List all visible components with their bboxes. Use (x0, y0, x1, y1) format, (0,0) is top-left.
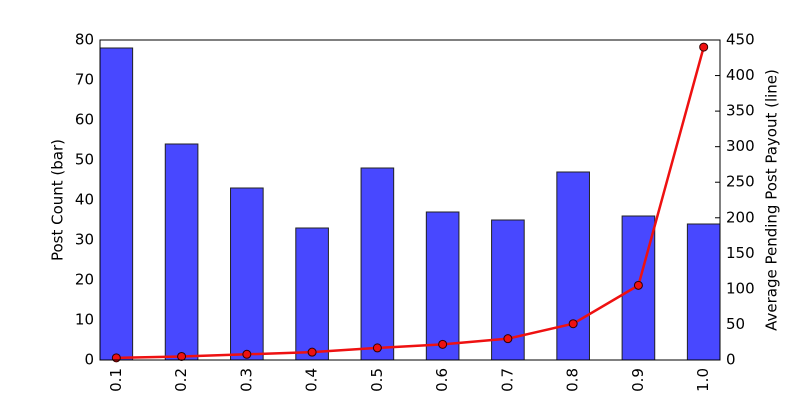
y2-tick-label: 50 (726, 315, 745, 333)
y2-tick-label: 450 (726, 31, 755, 49)
y-tick-label: 0 (84, 351, 94, 369)
x-tick-label: 1.0 (694, 368, 712, 392)
bar (425, 211, 460, 361)
line-marker (568, 319, 578, 329)
y-tick-label: 70 (75, 71, 94, 89)
x-tick-label: 0.2 (172, 368, 190, 392)
line-marker (633, 280, 643, 290)
line-marker (307, 347, 317, 357)
y2-tick-label: 300 (726, 137, 755, 155)
x-tick-label: 0.6 (433, 368, 451, 392)
bar (686, 223, 721, 361)
bar (230, 187, 264, 361)
y2-tick-label: 0 (726, 351, 736, 369)
line-marker (503, 334, 513, 344)
line-marker (242, 349, 252, 359)
x-tick-label: 0.1 (107, 368, 125, 392)
y-tick-label: 50 (75, 151, 94, 169)
y-tick-label: 80 (75, 31, 94, 49)
x-tick-label: 0.4 (303, 368, 321, 392)
y-axis-label: Post Count (bar) (49, 139, 67, 261)
y2-axis-label: Average Pending Post Payout (line) (763, 69, 781, 331)
y2-tick-label: 100 (726, 279, 755, 297)
bar (99, 47, 134, 361)
y-tick-label: 20 (75, 271, 94, 289)
y2-tick-label: 200 (726, 208, 755, 226)
x-tick-label: 0.5 (368, 368, 386, 392)
y-tick-label: 10 (75, 311, 94, 329)
y2-tick-label: 350 (726, 102, 755, 120)
y2-tick-label: 250 (726, 173, 755, 191)
x-tick-label: 0.3 (237, 368, 255, 392)
line-marker (438, 339, 448, 349)
y-tick-label: 40 (75, 191, 94, 209)
y-tick-label: 60 (75, 111, 94, 129)
line-marker (177, 351, 187, 361)
bar (360, 167, 395, 361)
line-marker (111, 353, 121, 363)
line-marker (372, 343, 382, 353)
y2-tick-label: 150 (726, 244, 755, 262)
bar (164, 143, 199, 361)
x-tick-label: 0.9 (629, 368, 647, 392)
bar (556, 171, 590, 361)
line-marker (699, 42, 709, 52)
y2-tick-label: 400 (726, 66, 755, 84)
x-tick-label: 0.7 (498, 368, 516, 392)
bar (295, 227, 329, 361)
line (116, 46, 705, 360)
plot-frame (99, 39, 721, 361)
x-tick-label: 0.8 (564, 368, 582, 392)
y-tick-label: 30 (75, 231, 94, 249)
